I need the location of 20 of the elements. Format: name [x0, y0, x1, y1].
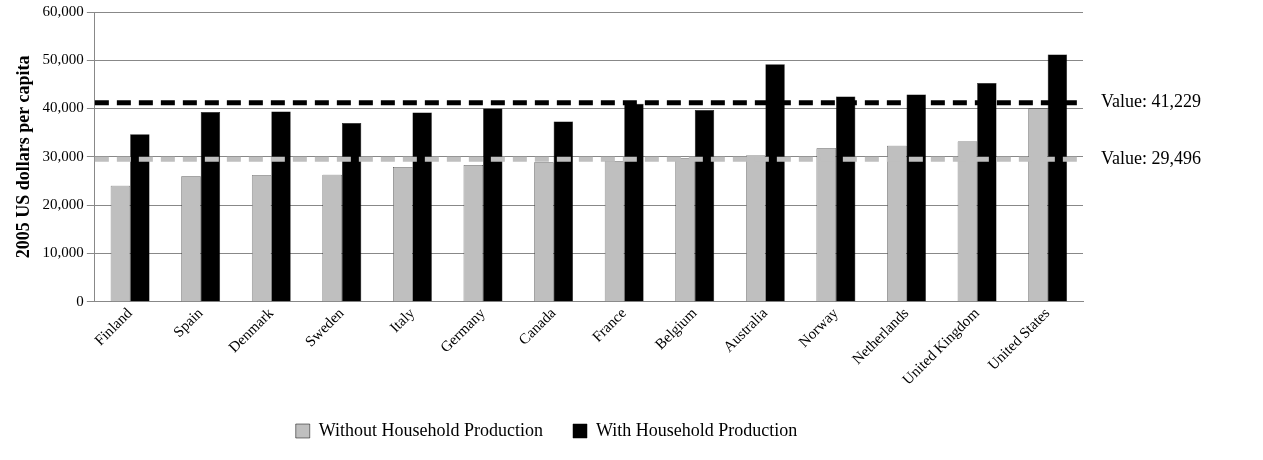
bar	[271, 111, 291, 302]
legend-label: With Household Production	[596, 419, 798, 440]
bar	[341, 123, 362, 302]
y-tick-label: 30,000	[42, 147, 84, 164]
bar	[553, 121, 574, 302]
y-tick-label: 20,000	[42, 196, 84, 213]
y-tick-label: 10,000	[42, 244, 84, 261]
bar	[200, 111, 221, 302]
x-tick-label: Italy	[386, 304, 418, 336]
bar	[694, 110, 715, 302]
bar	[130, 134, 150, 302]
y-tick-label: 60,000	[42, 2, 84, 19]
ref-line-label: Value: 29,496	[1101, 148, 1201, 169]
y-tick-label: 0	[76, 292, 84, 309]
bar	[412, 112, 432, 302]
y-tick-label: 50,000	[42, 51, 84, 68]
y-tick-label: 40,000	[42, 99, 84, 116]
ref-line-label: Value: 41,229	[1101, 91, 1201, 112]
y-axis-title: 2005 US dollars per capita	[13, 55, 34, 259]
legend-label: Without Household Production	[318, 419, 543, 440]
